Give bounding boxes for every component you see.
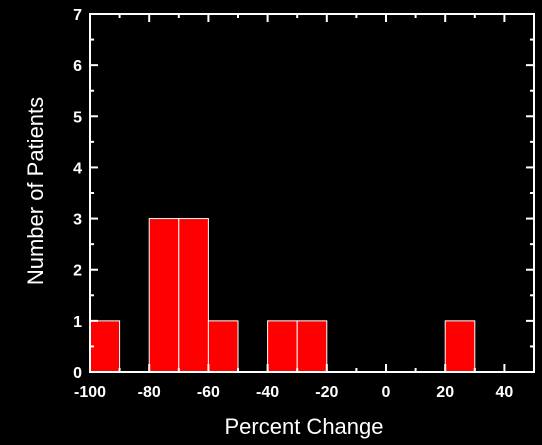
y-tick-label: 7	[73, 7, 82, 24]
y-tick-label: 2	[73, 263, 82, 280]
y-tick-label: 4	[73, 160, 82, 177]
x-tick-label: -100	[74, 384, 106, 401]
x-tick-label: -80	[138, 384, 161, 401]
histogram-bar	[296, 320, 328, 373]
x-tick-label: -40	[256, 384, 279, 401]
histogram-bar	[267, 320, 298, 373]
plot-frame	[89, 13, 535, 373]
histogram-bar	[148, 218, 180, 373]
tick-labels-layer: -100 -80 -60 -40 -20 0 20 40 0 1 2 3 4 5 6 7	[73, 7, 513, 401]
x-tick-label: 40	[496, 384, 514, 401]
bars-layer	[89, 218, 476, 373]
y-axis-title: Number of Patients	[23, 97, 48, 285]
histogram-bar	[89, 320, 121, 373]
x-axis-title: Percent Change	[225, 414, 384, 439]
x-tick-label: -20	[315, 384, 338, 401]
x-tick-label: 0	[382, 384, 391, 401]
y-tick-label: 1	[73, 314, 82, 331]
y-tick-label: 6	[73, 58, 82, 75]
histogram-bar	[178, 218, 209, 373]
y-tick-label: 3	[73, 212, 82, 229]
histogram-bar	[444, 320, 476, 373]
histogram-bar	[207, 320, 239, 373]
y-tick-label: 5	[73, 109, 82, 126]
x-tick-label: 20	[436, 384, 454, 401]
y-tick-label: 0	[73, 365, 82, 382]
x-tick-label: -60	[197, 384, 220, 401]
